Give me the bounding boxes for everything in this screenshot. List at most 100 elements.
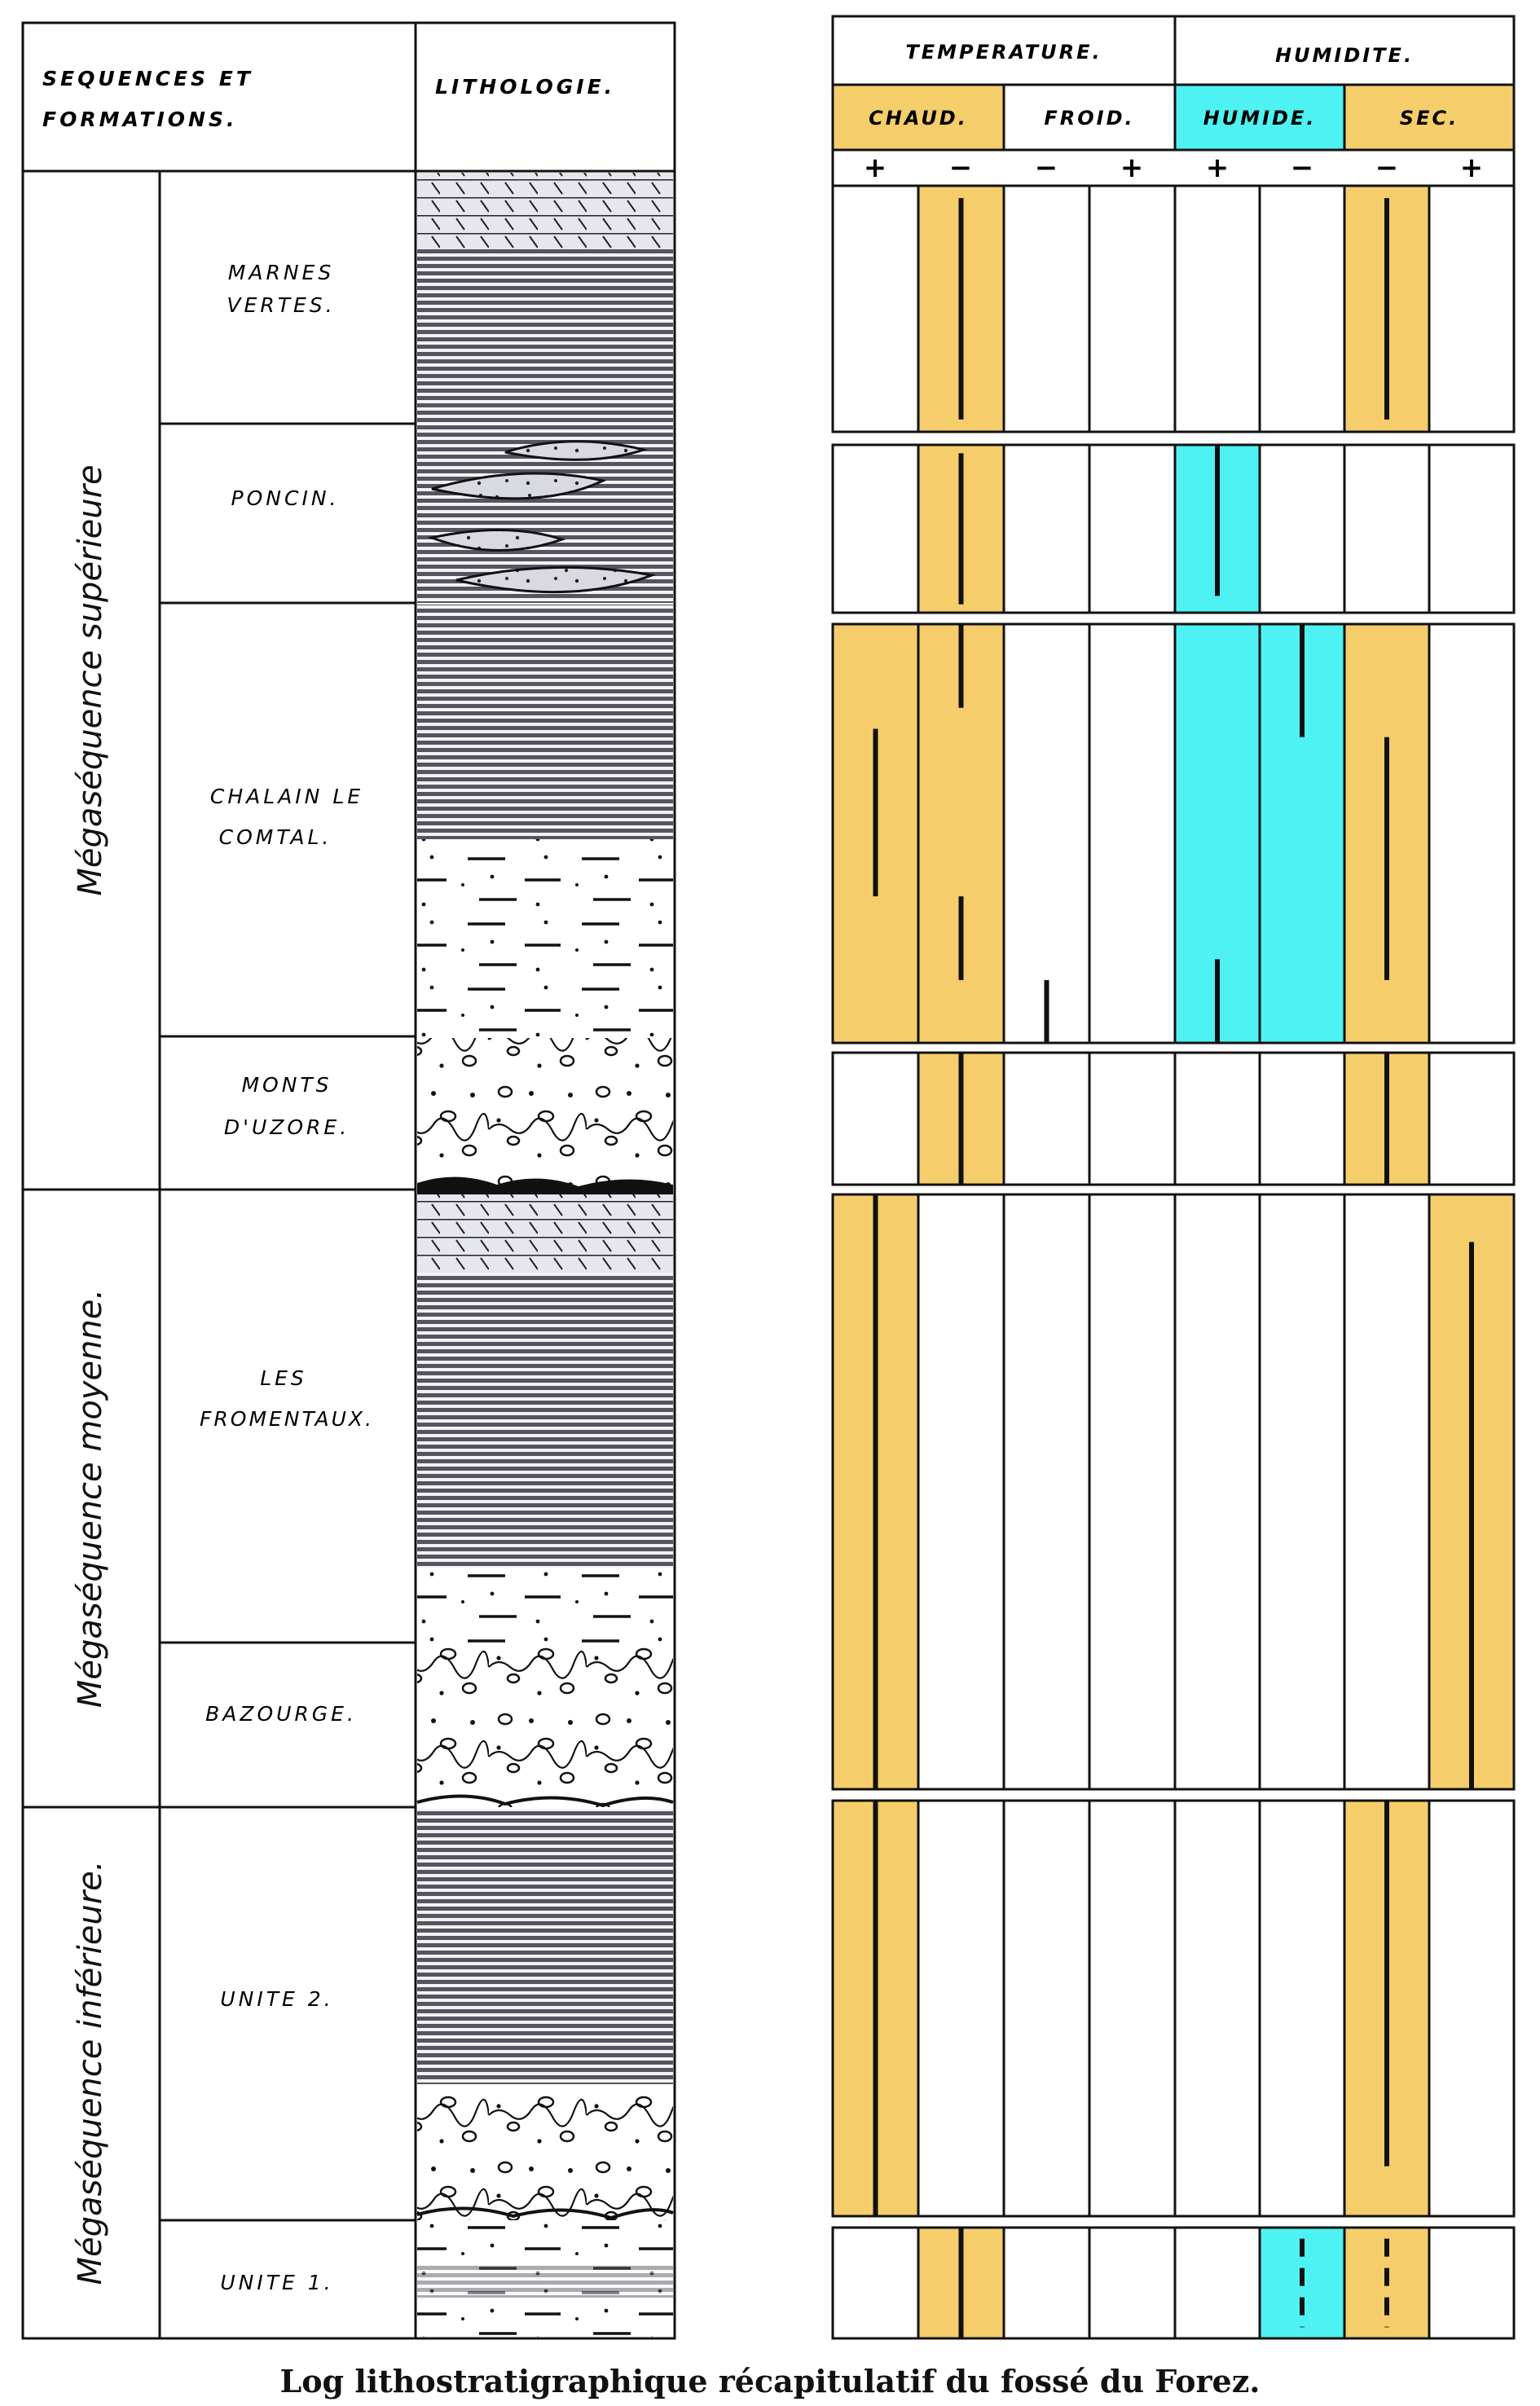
climate-cell xyxy=(831,2226,920,2340)
climate-cell xyxy=(1343,1193,1431,1791)
formation-chalain-line1: CHALAIN LE xyxy=(210,785,363,808)
lithology-limestone xyxy=(417,1194,673,1240)
climate-cell xyxy=(1088,184,1177,433)
climate-cell xyxy=(1173,1051,1261,1186)
sign-label: + xyxy=(1206,152,1230,184)
sign-labels: + − − + + − − + xyxy=(864,152,1484,184)
lithology-header: LITHOLOGIE. xyxy=(435,75,615,99)
formation-marnes-vertes-line2: VERTES. xyxy=(227,293,335,317)
temperature-header: TEMPERATURE. xyxy=(905,41,1102,64)
lithology-marl xyxy=(417,1273,673,1568)
climate-cell xyxy=(1428,443,1516,614)
climate-cell xyxy=(831,1051,920,1186)
climate-cell xyxy=(1173,2226,1261,2340)
climate-cell xyxy=(1258,1051,1346,1186)
chaud-header: CHAUD. xyxy=(869,107,968,130)
megasequence-superieure-label: Mégaséquence supérieure xyxy=(72,464,109,895)
climate-cell xyxy=(1258,1193,1346,1791)
formations-table: SEQUENCES ET FORMATIONS. LITHOLOGIE. Még… xyxy=(21,21,676,2340)
climate-cell xyxy=(1428,1799,1516,2218)
sequences-header-line2: FORMATIONS. xyxy=(42,108,237,131)
lithology-header-cell xyxy=(414,21,676,173)
formation-chalain-line2: COMTAL. xyxy=(219,825,332,849)
lithology-conglomerate xyxy=(417,2084,673,2220)
formation-unite-1: UNITE 1. xyxy=(220,2271,333,2294)
climate-table: TEMPERATURE. HUMIDITE. CHAUD. FROID. HUM… xyxy=(831,15,1516,2340)
climate-row xyxy=(831,2226,1516,2340)
climate-cell xyxy=(1088,2226,1177,2340)
humidity-header-cell xyxy=(1173,15,1516,86)
lithology-marl xyxy=(417,605,673,839)
froid-header-cell xyxy=(1002,83,1177,152)
lithology-lens xyxy=(427,528,566,552)
climate-cell xyxy=(831,443,920,614)
climate-cell xyxy=(1088,1799,1177,2218)
megasequence-inferieure-label: Mégaséquence inférieure. xyxy=(72,1861,109,2285)
climate-cell xyxy=(1258,443,1346,614)
climate-cell xyxy=(1343,443,1431,614)
climate-cell xyxy=(917,1799,1005,2218)
climate-cell xyxy=(1173,1193,1261,1791)
lithology-marl xyxy=(417,1809,673,2084)
climate-cell xyxy=(1428,622,1516,1045)
sign-label: + xyxy=(864,152,887,184)
lithology-marl xyxy=(417,2265,673,2298)
formations-table-body xyxy=(21,169,676,2340)
figure-caption: Log lithostratigraphique récapitulatif d… xyxy=(279,2363,1261,2399)
climate-cell xyxy=(1002,1799,1091,2218)
climate-cell xyxy=(1173,1799,1261,2218)
climate-cell xyxy=(1002,622,1091,1045)
climate-cell xyxy=(1002,2226,1091,2340)
sequences-header-line1: SEQUENCES ET xyxy=(42,67,253,90)
humidity-header: HUMIDITE. xyxy=(1275,44,1414,67)
sign-label: − xyxy=(1375,152,1399,184)
climate-row xyxy=(831,1051,1516,1186)
formation-poncin: PONCIN. xyxy=(231,486,340,510)
formation-unite-2: UNITE 2. xyxy=(220,1987,333,2011)
climate-row xyxy=(831,1193,1516,1791)
climate-body xyxy=(831,184,1516,2340)
sequences-header-cell xyxy=(21,21,417,173)
sign-label: − xyxy=(1291,152,1314,184)
signs-row xyxy=(831,148,1516,187)
lithology-marl xyxy=(417,249,673,424)
lithology-lens xyxy=(431,472,607,500)
sign-label: + xyxy=(1460,152,1484,184)
lithology-sand xyxy=(417,1568,673,1643)
climate-row xyxy=(831,443,1516,614)
climate-row xyxy=(831,184,1516,433)
lithology-column xyxy=(416,173,674,2337)
climate-cell xyxy=(1088,1193,1177,1791)
climate-cell xyxy=(1258,1799,1346,2218)
lithology-sand xyxy=(417,839,673,1036)
climate-cell xyxy=(1002,184,1091,433)
climate-cell xyxy=(1088,622,1177,1045)
climate-cell xyxy=(1088,443,1177,614)
climate-cell xyxy=(1088,1051,1177,1186)
sign-label: + xyxy=(1120,152,1144,184)
climate-cell xyxy=(1428,1051,1516,1186)
climate-cell xyxy=(1428,184,1516,433)
lithology-lens xyxy=(455,565,657,594)
formation-monts-uzore-line1: MONTS xyxy=(241,1073,332,1097)
climate-cell xyxy=(1258,184,1346,433)
sign-label: − xyxy=(1035,152,1058,184)
climate-cell xyxy=(831,184,920,433)
climate-cell xyxy=(1002,1051,1091,1186)
climate-row xyxy=(831,1799,1516,2218)
climate-cell xyxy=(917,1193,1005,1791)
formation-monts-uzore-line2: D'UZORE. xyxy=(224,1115,350,1139)
lithology-limestone xyxy=(417,1240,673,1273)
climate-cell xyxy=(1428,2226,1516,2340)
formation-fromentaux-line1: LES xyxy=(260,1366,307,1390)
climate-cell xyxy=(1002,1193,1091,1791)
humide-header: HUMIDE. xyxy=(1203,107,1317,130)
climate-cell xyxy=(1173,184,1261,433)
humide-header-cell xyxy=(1173,83,1346,152)
froid-header: FROID. xyxy=(1044,107,1134,130)
megasequence-moyenne-label: Mégaséquence moyenne. xyxy=(72,1289,109,1708)
lithology-basal-erosion xyxy=(417,1177,673,1194)
lithology-conglomerate xyxy=(417,1644,673,1807)
sign-label: − xyxy=(949,152,973,184)
